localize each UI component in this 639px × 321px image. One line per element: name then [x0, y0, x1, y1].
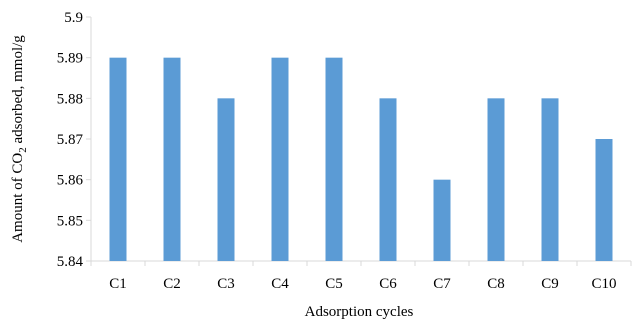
bar [217, 98, 235, 261]
x-tick-label: C1 [109, 276, 127, 292]
x-tick-label: C7 [433, 276, 451, 292]
x-tick-label: C5 [325, 276, 343, 292]
x-tick-label: C6 [379, 276, 397, 292]
y-tick-label: 5.9 [64, 10, 83, 26]
bar [163, 57, 181, 261]
y-axis-title-subscript: 2 [17, 147, 29, 153]
y-tick-labels: 5.84 5.85 5.86 5.87 5.88 5.89 5.9 [57, 10, 84, 270]
y-tick-label: 5.85 [57, 213, 83, 229]
y-tick-label: 5.87 [57, 132, 84, 148]
x-tick-label: C4 [271, 276, 289, 292]
bar [595, 139, 613, 261]
bar [433, 179, 451, 261]
x-axis-title: Adsorption cycles [305, 304, 414, 320]
y-tick-label: 5.88 [57, 91, 83, 107]
x-tick-label: C8 [487, 276, 505, 292]
axes [86, 16, 632, 266]
y-tick-label: 5.86 [57, 173, 84, 189]
y-tick-label: 5.84 [57, 254, 84, 270]
bars [109, 57, 613, 261]
y-tick-label: 5.89 [57, 51, 83, 67]
bar [487, 98, 505, 261]
bar [325, 57, 343, 261]
bar [541, 98, 559, 261]
x-tick-label: C9 [541, 276, 559, 292]
y-axis-title: Amount of CO2 adsorbed, mmol/g [10, 35, 29, 243]
y-axis-title-suffix: adsorbed, mmol/g [10, 35, 26, 148]
bar [109, 57, 127, 261]
bar [379, 98, 397, 261]
bar [271, 57, 289, 261]
x-tick-label: C10 [591, 276, 616, 292]
x-tick-label: C3 [217, 276, 235, 292]
x-tick-labels: C1 C2 C3 C4 C5 C6 C7 C8 C9 C10 [109, 276, 616, 292]
x-tick-label: C2 [163, 276, 181, 292]
y-axis-title-prefix: Amount of CO [10, 153, 26, 243]
